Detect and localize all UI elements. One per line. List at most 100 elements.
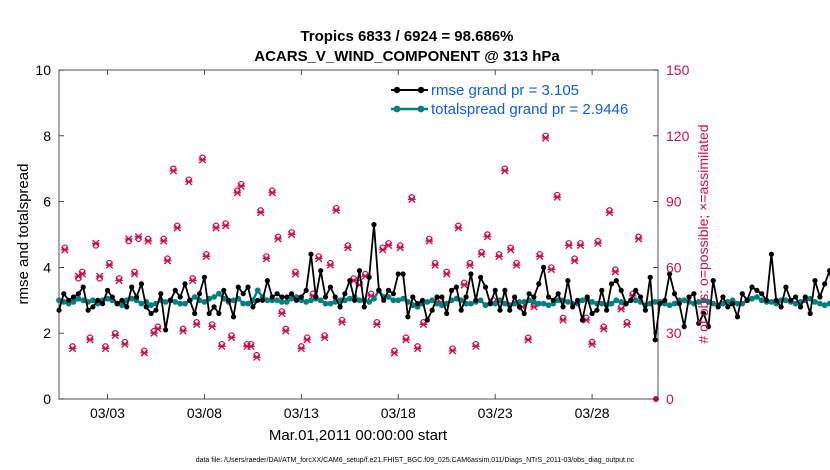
- obs-assimilated-marker: [68, 344, 77, 353]
- totalspread-point: [521, 299, 528, 305]
- y-tick-label-left: 4: [43, 259, 51, 275]
- rmse-point: [768, 251, 775, 257]
- obs-assimilated-marker: [524, 336, 532, 344]
- rmse-point: [192, 310, 198, 317]
- rmse-point: [560, 304, 566, 310]
- obs-assimilated-marker: [212, 224, 220, 232]
- rmse-point: [172, 287, 178, 293]
- totalspread-point: [565, 299, 571, 305]
- totalspread-point: [346, 295, 353, 302]
- rmse-point: [773, 297, 779, 303]
- obs-assimilated-marker: [535, 252, 544, 261]
- rmse-point: [608, 281, 615, 287]
- plot-area: [58, 69, 659, 400]
- rmse-point: [279, 294, 285, 300]
- footnote: data file: /Users/raeder/DAI/ATM_forcXX/…: [196, 457, 635, 464]
- y-tick-label-left: 10: [35, 62, 51, 78]
- rmse-point: [662, 297, 668, 303]
- rmse-point: [594, 307, 600, 313]
- rmse-point: [361, 304, 367, 310]
- obs-assimilated-marker: [198, 156, 207, 164]
- rmse-point: [739, 291, 745, 297]
- obs-assimilated-marker: [384, 241, 393, 250]
- totalspread-point: [303, 299, 310, 305]
- rmse-point: [138, 281, 144, 287]
- y-axis-label-right: # of obs: o=possible; ×=assimilated: [695, 124, 711, 343]
- x-tick-label: 03/18: [381, 405, 416, 421]
- rmse-point: [419, 297, 426, 303]
- legend-rmse-marker-1: [393, 86, 401, 94]
- totalspread-point: [211, 294, 218, 300]
- rmse-point: [313, 294, 319, 300]
- obs-assimilated-marker: [594, 239, 602, 247]
- totalspread-point: [104, 295, 111, 302]
- totalspread-point: [695, 299, 702, 305]
- rmse-point: [623, 301, 629, 307]
- rmse-point: [536, 281, 542, 287]
- rmse-point: [507, 307, 513, 313]
- totalspread-point: [826, 300, 830, 307]
- obs-assimilated-marker: [202, 252, 211, 261]
- rmse-point: [415, 301, 421, 307]
- rmse-point: [511, 294, 518, 300]
- totalspread-point: [817, 300, 823, 307]
- obs-assimilated-marker: [466, 261, 474, 269]
- rmse-point: [381, 297, 387, 303]
- rmse-point: [342, 291, 348, 297]
- rmse-point: [327, 284, 333, 290]
- obs-assimilated-marker: [553, 193, 562, 201]
- totalspread-point: [618, 299, 625, 305]
- totalspread-point: [90, 297, 96, 304]
- rmse-point: [424, 317, 430, 323]
- rmse-point: [478, 274, 484, 280]
- obs-assimilated-marker: [144, 237, 153, 245]
- totalspread-point: [177, 300, 184, 307]
- rmse-point: [526, 291, 532, 297]
- obs-assimilated-marker: [303, 336, 311, 344]
- obs-assimilated-marker: [105, 261, 114, 269]
- rmse-point: [196, 291, 203, 297]
- totalspread-point: [395, 297, 402, 304]
- rmse-point: [710, 278, 716, 284]
- obs-assimilated-marker: [471, 342, 480, 351]
- obs-assimilated-marker: [599, 325, 608, 333]
- rmse-point: [90, 304, 96, 310]
- rmse-point: [410, 294, 416, 300]
- rmse-point: [439, 294, 445, 300]
- rmse-point: [764, 297, 770, 303]
- totalspread-point: [540, 300, 547, 307]
- rmse-point: [720, 294, 726, 300]
- totalspread-point: [812, 299, 818, 305]
- rmse-point: [337, 304, 343, 310]
- totalspread-point: [356, 297, 363, 304]
- obs-assimilated-marker: [419, 320, 428, 329]
- rmse-point: [163, 327, 169, 333]
- obs-assimilated-marker: [217, 342, 226, 351]
- obs-assimilated-marker: [124, 235, 133, 243]
- totalspread-point: [429, 297, 436, 304]
- obs-assimilated-marker: [477, 250, 486, 258]
- legend-rmse-marker-2: [417, 86, 425, 94]
- totalspread-point: [400, 295, 406, 302]
- rmse-point: [264, 278, 270, 284]
- totalspread-point: [56, 297, 62, 304]
- rmse-point: [667, 271, 673, 277]
- rmse-point: [104, 287, 111, 293]
- obs-assimilated-marker: [373, 320, 381, 329]
- rmse-point: [502, 287, 508, 293]
- totalspread-point: [720, 300, 726, 307]
- rmse-point: [715, 304, 721, 310]
- legend: rmse grand pr = 3.105 totalspread grand …: [389, 82, 650, 118]
- rmse-point: [85, 307, 91, 313]
- rmse-point: [119, 297, 125, 303]
- rmse-point: [570, 304, 576, 310]
- obs-assimilated-marker: [208, 322, 216, 331]
- obs-assimilated-marker: [297, 344, 306, 353]
- rmse-point: [347, 278, 353, 284]
- obs-assimilated-marker: [512, 261, 521, 269]
- y-tick-label-right: 60: [666, 259, 682, 275]
- x-tick-label: 03/08: [187, 405, 222, 421]
- chart-title-line1: Tropics 6833 / 6924 = 98.686%: [300, 28, 513, 45]
- rmse-point: [448, 287, 455, 293]
- totalspread-point: [138, 300, 145, 307]
